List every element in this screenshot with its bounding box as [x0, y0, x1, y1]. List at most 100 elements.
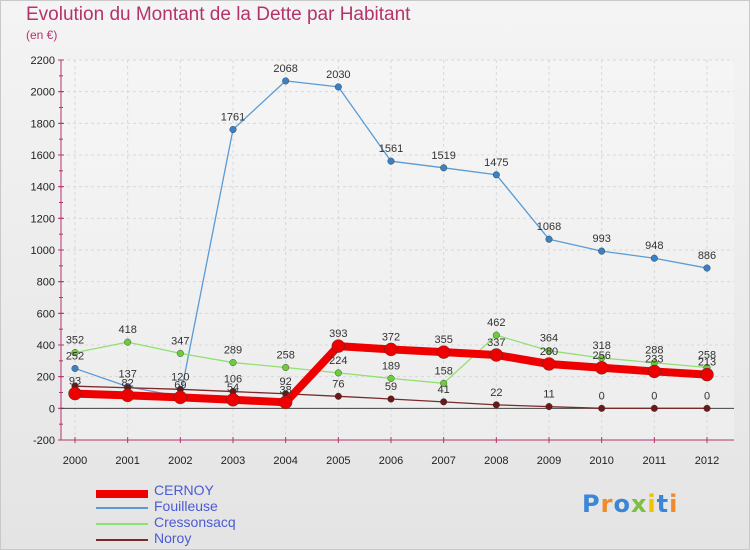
data-point-noroy: [703, 404, 711, 412]
data-point-cernoy: [331, 339, 346, 353]
y-tick-label: 1600: [31, 150, 55, 162]
chart-subtitle: (en €): [26, 28, 58, 42]
data-label-fouilleuse: 1519: [431, 150, 455, 162]
data-point-cernoy: [436, 345, 451, 359]
data-point-fouilleuse: [545, 235, 553, 243]
legend-swatch-noroy: [96, 539, 148, 541]
logo-letter: o: [613, 490, 631, 518]
data-label-fouilleuse: 993: [592, 233, 610, 245]
logo-letter: x: [630, 490, 648, 518]
x-tick-label: 2006: [379, 455, 403, 467]
data-label-cernoy: 82: [122, 377, 134, 389]
data-point-cressonsacq: [492, 331, 500, 339]
x-tick-label: 2010: [589, 455, 613, 467]
data-point-cernoy: [647, 364, 662, 379]
chart-title: Evolution du Montant de la Dette par Hab…: [26, 4, 411, 25]
data-label-cressonsacq: 258: [276, 349, 294, 361]
data-label-noroy: 0: [651, 390, 657, 402]
data-label-cressonsacq: 418: [118, 324, 136, 336]
x-tick-label: 2004: [273, 455, 297, 467]
data-label-cernoy: 393: [329, 328, 347, 340]
data-point-cressonsacq: [545, 347, 553, 355]
x-tick-label: 2008: [484, 455, 508, 467]
data-label-fouilleuse: 1068: [537, 221, 561, 233]
data-point-fouilleuse: [492, 171, 500, 179]
data-point-cernoy: [542, 357, 556, 371]
data-point-cernoy: [489, 348, 504, 362]
data-label-cressonsacq: 158: [434, 365, 452, 377]
y-tick-label: 1800: [31, 118, 55, 130]
y-tick-label: -200: [33, 435, 55, 447]
data-label-fouilleuse: 886: [698, 250, 716, 262]
data-label-cressonsacq: 462: [487, 317, 505, 329]
data-point-cernoy: [384, 342, 398, 357]
data-point-cressonsacq: [176, 349, 184, 357]
data-label-noroy: 41: [438, 384, 450, 396]
data-label-cressonsacq: 288: [645, 345, 663, 357]
legend-label-noroy: Noroy: [154, 530, 192, 546]
logo-letter: t: [656, 490, 670, 518]
data-point-fouilleuse: [282, 77, 290, 85]
data-label-noroy: 22: [490, 387, 502, 399]
data-label-fouilleuse: 1761: [221, 112, 245, 124]
data-label-cressonsacq: 224: [329, 355, 347, 367]
data-label-cernoy: 372: [382, 331, 400, 343]
x-tick-label: 2012: [695, 455, 719, 467]
proxiti-logo: Proxiti: [582, 490, 678, 518]
data-label-cressonsacq: 289: [224, 345, 242, 357]
data-point-fouilleuse: [440, 164, 448, 172]
y-tick-label: 1000: [31, 245, 55, 257]
data-point-fouilleuse: [598, 247, 606, 255]
legend-swatch-fouilleuse: [96, 507, 148, 509]
data-label-cernoy: 355: [434, 334, 452, 346]
data-label-cernoy: 93: [69, 376, 81, 388]
data-label-noroy: 120: [171, 371, 189, 383]
legend-swatch-cernoy: [96, 490, 148, 498]
legend-label-fouilleuse: Fouilleuse: [154, 498, 218, 514]
data-label-cernoy: 213: [698, 357, 716, 369]
data-label-cernoy: 256: [592, 350, 610, 362]
data-point-noroy: [387, 395, 395, 403]
x-tick-label: 2007: [431, 455, 455, 467]
data-label-cressonsacq: 189: [382, 360, 400, 372]
data-point-cernoy: [173, 390, 188, 405]
x-tick-label: 2011: [643, 455, 667, 467]
data-label-noroy: 76: [332, 378, 344, 390]
data-point-noroy: [440, 398, 448, 406]
data-label-cernoy: 337: [487, 337, 505, 349]
y-tick-label: 800: [37, 277, 55, 289]
data-point-cernoy: [594, 361, 609, 375]
data-point-cressonsacq: [440, 379, 448, 387]
logo-letter: i: [647, 490, 657, 518]
data-label-noroy: 0: [704, 390, 710, 402]
data-point-fouilleuse: [387, 157, 395, 165]
logo-letter: r: [600, 490, 614, 518]
data-label-noroy: 92: [280, 376, 292, 388]
x-tick-label: 2001: [115, 455, 139, 467]
logo-letter: P: [582, 490, 601, 518]
y-tick-label: 1200: [31, 213, 55, 225]
data-point-noroy: [492, 401, 500, 409]
data-label-noroy: 106: [224, 374, 242, 386]
data-label-fouilleuse: 2030: [326, 69, 350, 81]
data-label-cressonsacq: 352: [66, 335, 84, 347]
data-label-cressonsacq: 318: [592, 340, 610, 352]
data-label-cernoy: 38: [280, 384, 292, 396]
data-label-noroy: 11: [543, 389, 554, 401]
data-label-cressonsacq: 347: [171, 335, 189, 347]
data-point-cernoy: [68, 386, 82, 401]
data-point-cernoy: [700, 367, 714, 382]
data-point-cernoy: [226, 393, 240, 407]
y-tick-label: 0: [49, 403, 55, 415]
data-point-cressonsacq: [71, 349, 79, 357]
legend-swatch-cressonsacq: [96, 523, 148, 525]
x-tick-label: 2009: [537, 455, 561, 467]
data-label-noroy: 0: [599, 390, 605, 402]
data-point-fouilleuse: [71, 364, 79, 372]
data-point-fouilleuse: [229, 126, 237, 134]
data-label-cernoy: 54: [227, 382, 239, 394]
data-label-cernoy: 233: [645, 353, 663, 365]
data-point-cressonsacq: [229, 359, 237, 367]
data-label-cernoy: 280: [540, 346, 558, 358]
